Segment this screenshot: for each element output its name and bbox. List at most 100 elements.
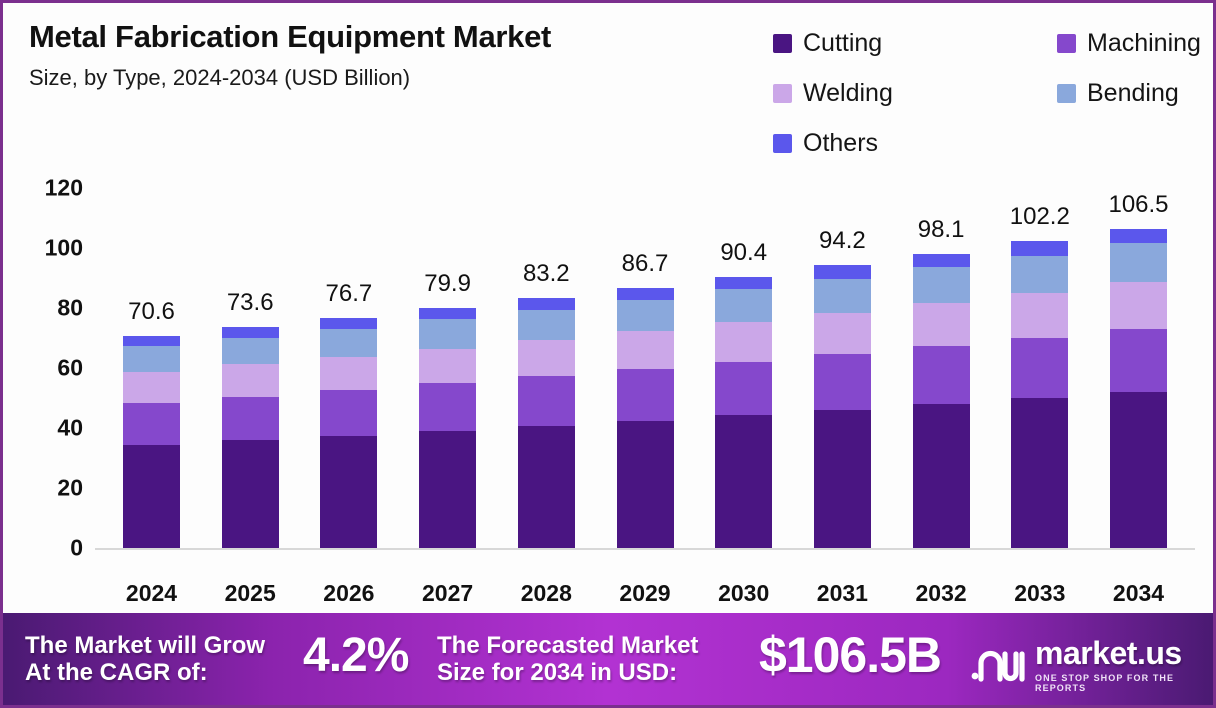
bar-segment-bending-2024[interactable] <box>123 346 180 373</box>
legend-item-bending[interactable]: Bending <box>1057 81 1179 106</box>
bar-segment-welding-2031[interactable] <box>813 313 871 355</box>
bar-segment-cutting-2033[interactable] <box>1011 398 1069 548</box>
bar-segment-cutting-2030[interactable] <box>715 415 773 548</box>
bar-segment-others-2031[interactable] <box>813 265 871 279</box>
bar-segment-cutting-2024[interactable] <box>123 445 180 548</box>
bar-group-2034[interactable]: 106.5 2034 <box>1108 188 1168 607</box>
bar-segment-welding-2032[interactable] <box>912 303 970 347</box>
bar-group-2033[interactable]: 102.2 2033 <box>1009 188 1070 606</box>
bar-segment-others-2027[interactable] <box>419 308 477 320</box>
x-axis-baseline <box>95 548 1195 550</box>
bar-segment-others-2025[interactable] <box>221 327 279 338</box>
bar-segment-machining-2027[interactable] <box>419 383 477 431</box>
bar-segment-bending-2032[interactable] <box>912 267 970 304</box>
bar-segment-machining-2034[interactable] <box>1110 329 1167 392</box>
bar-segment-welding-2029[interactable] <box>616 331 674 370</box>
bar-segment-machining-2031[interactable] <box>813 354 871 410</box>
bar-group-2028[interactable]: 83.2 2028 <box>517 188 575 606</box>
bar-segment-others-2024[interactable] <box>123 336 180 347</box>
bar-segment-machining-2026[interactable] <box>320 389 378 436</box>
bar-segment-welding-2024[interactable] <box>123 372 180 404</box>
bar-segment-others-2030[interactable] <box>715 276 773 290</box>
bar-segment-machining-2024[interactable] <box>123 403 180 446</box>
legend-item-others[interactable]: Others <box>773 131 878 156</box>
bar-group-2024[interactable]: 70.6 2024 <box>123 188 180 606</box>
stacked-bar-2026[interactable] <box>320 317 378 548</box>
bar-group-2030[interactable]: 90.4 2030 <box>715 188 773 606</box>
stacked-bar-2031[interactable] <box>813 265 871 548</box>
bar-segment-cutting-2031[interactable] <box>813 409 871 548</box>
bar-group-2026[interactable]: 76.7 2026 <box>320 188 378 606</box>
bar-segment-others-2032[interactable] <box>912 253 970 268</box>
x-axis-tick-2027: 2027 <box>422 580 474 606</box>
bar-segment-bending-2030[interactable] <box>715 289 773 323</box>
bar-segment-welding-2025[interactable] <box>221 364 279 397</box>
bar-segment-others-2026[interactable] <box>320 317 378 329</box>
x-axis-tick-2029: 2029 <box>619 580 671 606</box>
bar-value-label-2026: 76.7 <box>325 279 373 307</box>
bar-segment-bending-2034[interactable] <box>1110 242 1167 283</box>
bar-segment-cutting-2032[interactable] <box>912 404 970 548</box>
stacked-bar-2028[interactable] <box>517 298 575 548</box>
bar-segment-bending-2033[interactable] <box>1011 255 1069 293</box>
bar-segment-machining-2025[interactable] <box>221 396 279 441</box>
bar-segment-others-2033[interactable] <box>1011 241 1069 256</box>
bar-segment-machining-2033[interactable] <box>1011 337 1069 398</box>
bar-segment-others-2028[interactable] <box>517 298 575 310</box>
stacked-bar-2029[interactable] <box>616 287 674 548</box>
bar-segment-cutting-2028[interactable] <box>517 425 575 548</box>
bar-segment-welding-2033[interactable] <box>1011 293 1069 338</box>
stacked-bar-2025[interactable] <box>221 327 279 548</box>
bar-segment-cutting-2029[interactable] <box>616 420 674 548</box>
stacked-bar-2033[interactable] <box>1011 241 1069 548</box>
stacked-bar-2034[interactable] <box>1110 228 1167 548</box>
bar-segment-welding-2026[interactable] <box>320 356 378 390</box>
bar-segment-cutting-2027[interactable] <box>419 430 477 548</box>
bar-group-2029[interactable]: 86.7 2029 <box>616 188 674 606</box>
stacked-bar-2030[interactable] <box>715 276 773 548</box>
bar-segment-machining-2028[interactable] <box>517 376 575 426</box>
chart-legend: Cutting Machining Welding Bending Others <box>773 25 1201 165</box>
bar-segment-welding-2027[interactable] <box>419 348 477 384</box>
x-axis-tick-2033: 2033 <box>1014 580 1066 606</box>
bar-segment-cutting-2025[interactable] <box>221 440 279 548</box>
stacked-bar-2032[interactable] <box>912 253 970 548</box>
stacked-bar-2027[interactable] <box>419 308 477 548</box>
bar-segment-cutting-2026[interactable] <box>320 435 378 548</box>
bar-segment-welding-2034[interactable] <box>1110 282 1167 329</box>
legend-item-cutting[interactable]: Cutting <box>773 31 882 56</box>
bar-segment-bending-2025[interactable] <box>221 337 279 365</box>
bar-segment-others-2034[interactable] <box>1110 228 1167 243</box>
market-us-logo[interactable]: market.us ONE STOP SHOP FOR THE REPORTS <box>969 637 1213 693</box>
legend-item-welding[interactable]: Welding <box>773 81 893 106</box>
bar-group-2032[interactable]: 98.1 2032 <box>912 188 970 606</box>
bar-segment-welding-2030[interactable] <box>715 322 773 362</box>
bar-segment-bending-2026[interactable] <box>320 328 378 357</box>
bar-segment-others-2029[interactable] <box>616 287 674 300</box>
stacked-bar-2024[interactable] <box>123 336 180 548</box>
bar-segment-machining-2032[interactable] <box>912 346 970 404</box>
market-us-logo-word: market.us <box>1035 635 1182 671</box>
legend-label-machining: Machining <box>1087 29 1201 57</box>
bar-segment-bending-2031[interactable] <box>813 278 871 314</box>
bar-series-container: 70.6 2024 73.6 2025 76.7 2026 79.9 2027 83.2 2028… <box>3 168 1213 607</box>
bar-segment-bending-2029[interactable] <box>616 299 674 332</box>
y-axis-tick-100: 100 <box>44 234 83 261</box>
bar-segment-welding-2028[interactable] <box>517 340 575 377</box>
bar-group-2031[interactable]: 94.2 2031 <box>813 188 871 606</box>
x-axis-tick-2024: 2024 <box>125 580 178 606</box>
bar-group-2027[interactable]: 79.9 2027 <box>419 188 477 606</box>
bar-group-2025[interactable]: 73.6 2025 <box>221 188 279 606</box>
bar-segment-bending-2028[interactable] <box>517 309 575 341</box>
bar-value-label-2033: 102.2 <box>1009 203 1070 231</box>
bar-segment-machining-2029[interactable] <box>616 369 674 421</box>
bar-segment-cutting-2034[interactable] <box>1110 392 1167 548</box>
bar-value-label-2027: 79.9 <box>424 270 471 298</box>
bar-segment-machining-2030[interactable] <box>715 361 773 416</box>
cagr-label-line2: At the CAGR of: <box>25 658 208 686</box>
bar-segment-bending-2027[interactable] <box>419 319 477 349</box>
bar-value-label-2031: 94.2 <box>819 227 866 255</box>
legend-item-machining[interactable]: Machining <box>1057 31 1201 56</box>
cagr-value: 4.2% <box>303 629 409 682</box>
